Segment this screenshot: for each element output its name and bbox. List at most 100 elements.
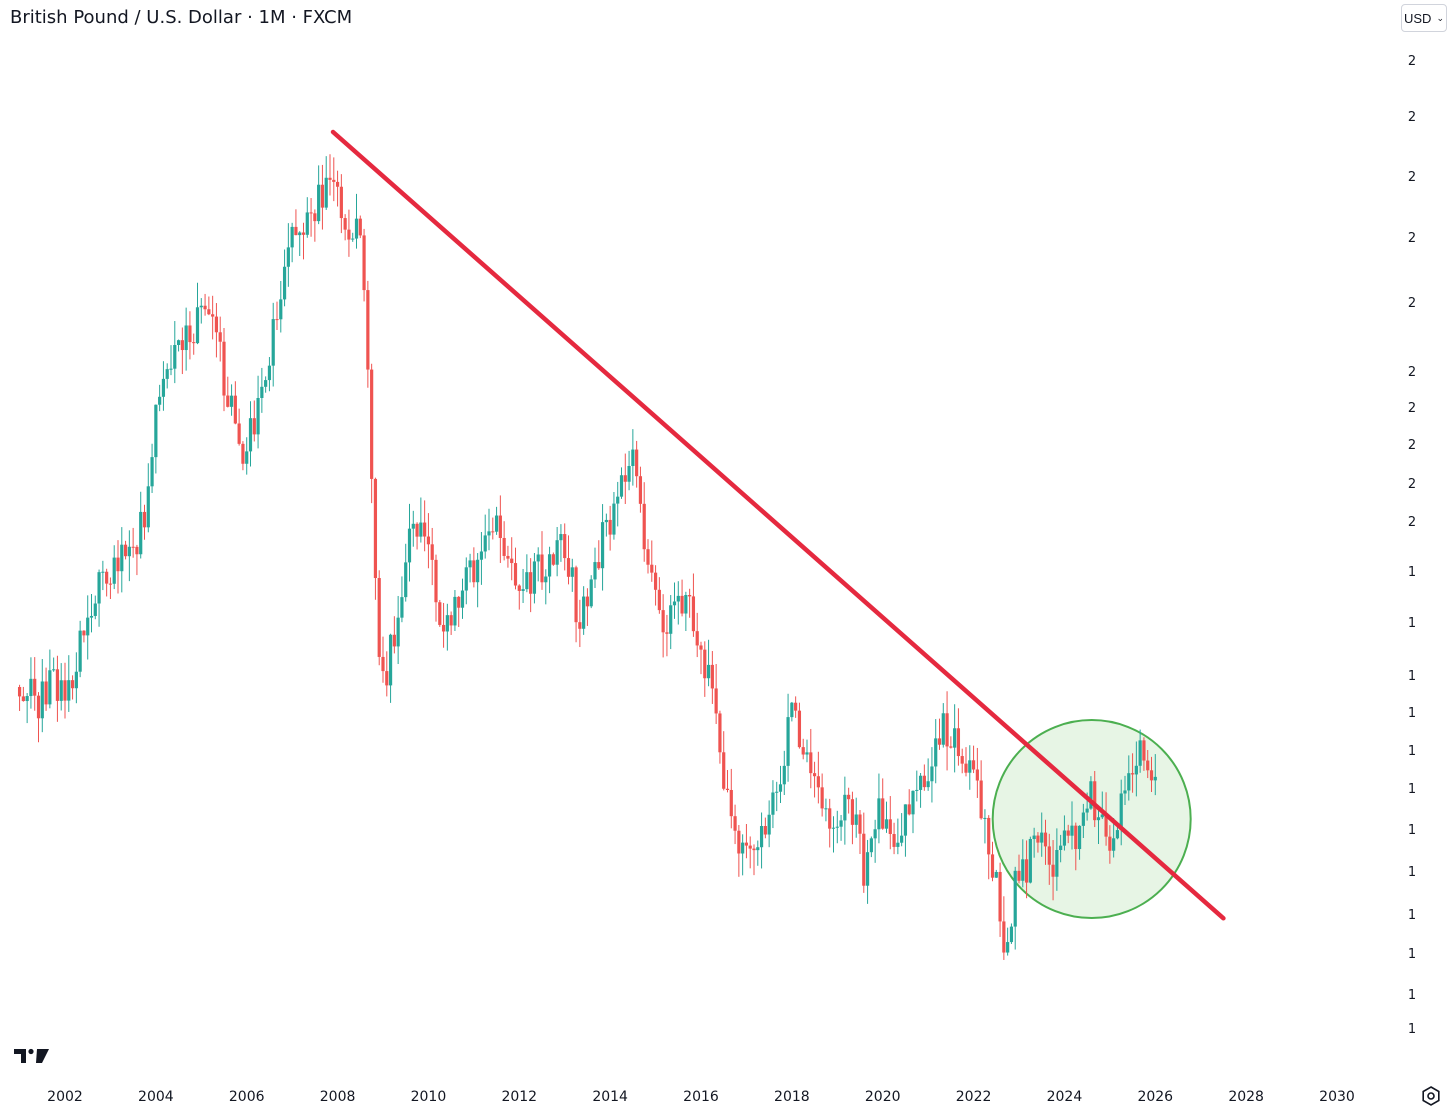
y-tick-label: 2 (1408, 515, 1416, 530)
candle (752, 844, 756, 876)
x-tick-label: 2008 (320, 1089, 356, 1105)
candle-body (869, 838, 873, 853)
candle-body (264, 380, 268, 387)
candle (1108, 825, 1112, 864)
candle-body (476, 559, 480, 583)
candle-body (937, 738, 942, 745)
candle-body (797, 710, 802, 748)
candle-body (600, 522, 605, 569)
candle-body (990, 854, 995, 878)
candle-body (112, 557, 116, 584)
candle-body (847, 794, 851, 800)
candle-body (1032, 835, 1036, 839)
candle-body (184, 325, 188, 351)
candle (627, 450, 631, 491)
candle-body (983, 817, 987, 819)
candle-body (703, 649, 707, 679)
candle (725, 769, 730, 793)
x-tick-label: 2010 (411, 1089, 447, 1105)
y-tick-label: 1 (1408, 782, 1416, 797)
candle (1028, 836, 1032, 884)
candle-body (199, 305, 203, 308)
candle (487, 508, 491, 551)
candle (1074, 822, 1078, 871)
candle (1047, 833, 1051, 885)
candle-body (521, 589, 525, 591)
candle-body (968, 760, 972, 773)
candle-body (1130, 773, 1135, 775)
candle (729, 768, 733, 829)
candle-body (419, 522, 423, 537)
candle-body (248, 418, 253, 452)
candle (207, 296, 211, 316)
candle (1013, 866, 1017, 950)
candle-body (404, 562, 408, 598)
candle-body (1142, 740, 1146, 761)
chevron-down-icon: ⌄ (1436, 12, 1444, 23)
candle (831, 816, 836, 853)
candle-body (604, 519, 608, 523)
candle-body (563, 534, 567, 559)
settings-gear-icon[interactable] (1420, 1085, 1442, 1107)
candle-body (1153, 776, 1157, 781)
candle (934, 719, 938, 784)
candle-body (884, 819, 889, 829)
candle (718, 710, 722, 764)
candle (33, 657, 37, 711)
candle (1066, 824, 1070, 844)
candle (1149, 756, 1154, 792)
candle-body (180, 340, 184, 351)
candle-body (173, 345, 177, 369)
candle-body (294, 226, 298, 236)
candle-body (544, 576, 548, 583)
y-tick-label: 1 (1408, 706, 1416, 721)
highlight-circle (991, 719, 1192, 920)
candle (294, 209, 298, 236)
candle-body (1009, 926, 1014, 943)
tradingview-logo (14, 1048, 49, 1063)
candle-body (176, 340, 181, 346)
candle (1002, 896, 1006, 960)
candle-body (582, 596, 586, 629)
currency-selector[interactable]: USD ⌄ (1401, 4, 1447, 32)
candle-body (116, 557, 120, 572)
candle-body (801, 747, 805, 755)
candle (1138, 729, 1142, 773)
candle (937, 718, 942, 750)
candle (252, 400, 256, 442)
candle-body (1040, 832, 1044, 843)
candle (89, 593, 94, 633)
candle (559, 524, 563, 562)
candle (112, 545, 116, 590)
candle (17, 684, 22, 711)
candle (158, 384, 162, 412)
candle-body (245, 451, 249, 464)
candle-body (33, 678, 37, 696)
candle (998, 862, 1002, 937)
candle (1017, 854, 1021, 884)
candle-body (1127, 773, 1131, 791)
candle-body (881, 798, 885, 829)
candle (146, 463, 150, 533)
candle (494, 506, 499, 535)
candle (797, 702, 802, 749)
candle (915, 770, 919, 802)
candle (260, 367, 264, 413)
candle-body (517, 585, 521, 591)
candle-body (301, 232, 306, 235)
candle-body (722, 752, 726, 789)
candle (282, 249, 287, 307)
candle (335, 170, 340, 207)
candle-body (309, 212, 313, 214)
candle-body (752, 848, 756, 851)
candle (135, 544, 139, 576)
candle (695, 612, 699, 658)
y-tick-label: 1 (1408, 865, 1416, 880)
candle-body (366, 290, 370, 370)
candle (347, 209, 351, 257)
candle (343, 214, 347, 241)
candle-body (998, 871, 1002, 922)
candle (544, 569, 548, 605)
candle-body (123, 544, 128, 557)
